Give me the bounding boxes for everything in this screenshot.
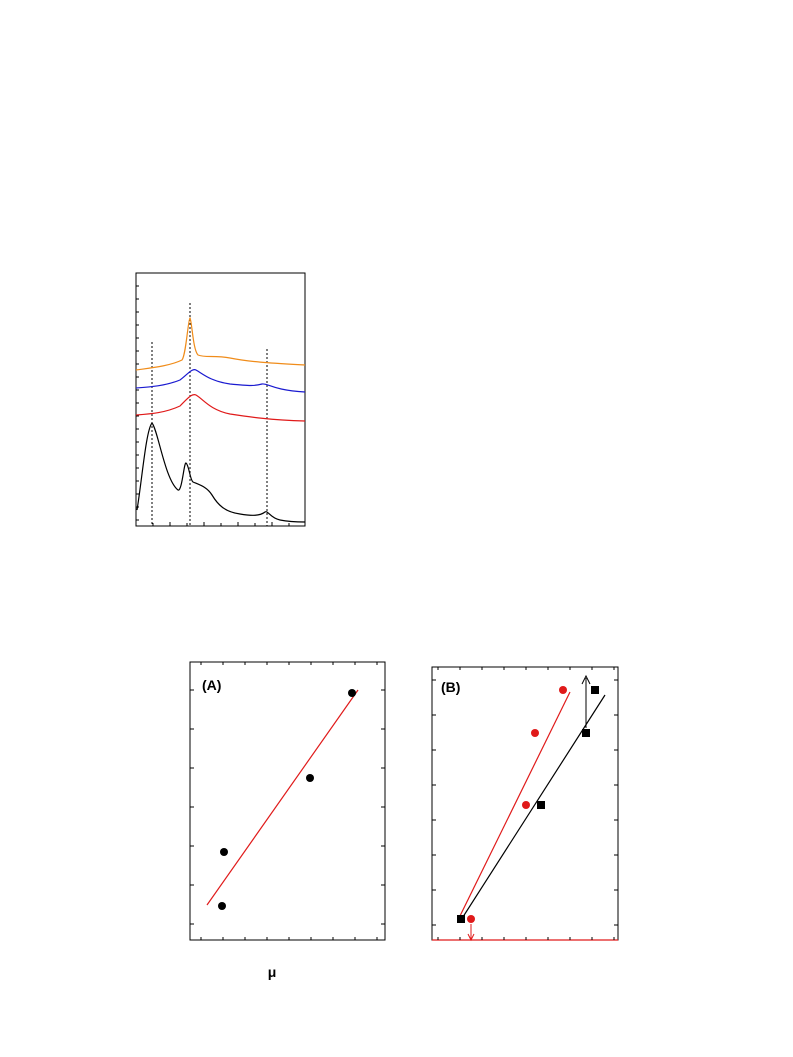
panel-label: (A) [202, 677, 221, 693]
ticks [135, 285, 290, 526]
point [348, 689, 356, 697]
point [306, 774, 314, 782]
point [559, 686, 567, 694]
point [537, 801, 545, 809]
panel-b: (B) [431, 666, 619, 942]
arrow-head [467, 933, 475, 942]
spectrum-panel [135, 272, 306, 527]
point [591, 686, 599, 694]
point [467, 915, 475, 923]
point [522, 801, 530, 809]
point [457, 915, 465, 923]
ticks [432, 667, 618, 940]
fit-line [460, 694, 606, 921]
curve [135, 316, 306, 371]
point [582, 729, 590, 737]
point [531, 729, 539, 737]
frame [189, 661, 386, 941]
curve [136, 422, 306, 523]
axis-symbol: μ [268, 964, 277, 980]
panel-a: (A) [189, 661, 386, 941]
arrow-head [581, 674, 591, 685]
point [218, 902, 226, 910]
fit-line [206, 689, 359, 906]
curve [135, 393, 306, 422]
curve [135, 369, 306, 393]
ticks [190, 662, 385, 940]
point [220, 848, 228, 856]
fit-line [457, 691, 571, 921]
frame [135, 272, 306, 527]
panel-label: (B) [441, 679, 460, 695]
